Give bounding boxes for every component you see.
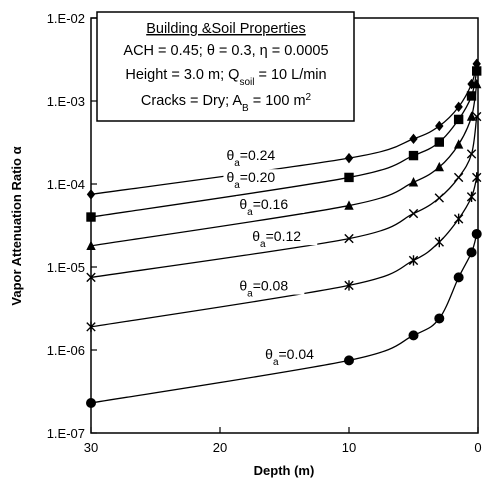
y-axis-label: Vapor Attenuation Ratio α xyxy=(9,146,24,305)
data-point xyxy=(466,247,477,258)
data-point xyxy=(86,212,96,222)
series-theta-0.08 xyxy=(86,172,482,333)
data-point xyxy=(86,397,96,408)
data-point xyxy=(408,177,419,187)
curve-label-bg xyxy=(236,277,305,295)
data-point xyxy=(344,355,354,366)
y-tick-label: 1.E-05 xyxy=(47,260,85,275)
data-point xyxy=(434,236,444,248)
series-theta-0.04 xyxy=(86,228,482,408)
data-point xyxy=(344,152,354,164)
curve-label-bg xyxy=(223,169,292,187)
data-point xyxy=(471,228,482,239)
data-point xyxy=(344,172,354,183)
data-point xyxy=(408,150,419,161)
chart-axes: 1.E-07 1.E-06 1.E-05 1.E-04 1.E-03 1.E-02 30 20… xyxy=(47,11,482,455)
data-point xyxy=(409,133,418,145)
curve-label-bg xyxy=(223,146,292,164)
x-axis-label: Depth (m) xyxy=(254,463,315,478)
x-tick-label: 30 xyxy=(84,440,98,455)
curve-label-bg xyxy=(236,195,305,213)
y-tick-label: 1.E-07 xyxy=(47,426,85,441)
data-point xyxy=(86,272,96,283)
data-point xyxy=(453,213,464,225)
curve-label: θa=0.20 xyxy=(226,169,275,191)
series-theta-0.12 xyxy=(86,111,482,283)
data-point xyxy=(453,272,464,283)
data-point xyxy=(434,137,444,147)
data-point xyxy=(472,172,482,183)
data-point xyxy=(344,280,354,291)
legend-line-3: Cracks = Dry; AB = 100 m2 xyxy=(141,92,312,114)
curve-label: θa=0.08 xyxy=(239,278,288,300)
data-point xyxy=(86,189,96,200)
x-tick-label: 10 xyxy=(342,440,356,455)
series-theta-0.20 xyxy=(86,66,482,222)
data-point xyxy=(434,313,445,324)
curve-label: θa=0.24 xyxy=(226,147,275,169)
curve-label-bg xyxy=(249,228,318,246)
data-point xyxy=(466,91,477,101)
curve-label: θa=0.16 xyxy=(239,196,288,218)
data-point xyxy=(453,139,464,149)
legend-box: Building &Soil Properties ACH = 0.45; θ … xyxy=(96,11,355,122)
data-point xyxy=(454,101,463,113)
data-point xyxy=(472,111,482,122)
data-point xyxy=(453,172,464,183)
y-tick-label: 1.E-02 xyxy=(47,11,85,26)
series-line xyxy=(90,116,478,279)
data-point xyxy=(408,330,419,341)
y-tick-label: 1.E-03 xyxy=(47,94,85,109)
data-point xyxy=(408,255,419,266)
y-tick-label: 1.E-04 xyxy=(47,177,85,192)
curve-label: θa=0.04 xyxy=(265,346,314,368)
data-point xyxy=(434,161,444,172)
series-theta-0.16 xyxy=(86,78,482,251)
y-tick-label: 1.E-06 xyxy=(47,343,85,358)
data-point xyxy=(472,78,482,89)
x-tick-label: 20 xyxy=(213,440,227,455)
legend-line-2: Height = 3.0 m; Qsoil = 10 L/min xyxy=(125,67,326,88)
data-point xyxy=(408,208,419,219)
x-tick-label: 0 xyxy=(474,440,481,455)
data-point xyxy=(344,200,354,210)
curve-label-bg xyxy=(262,345,331,363)
data-point xyxy=(472,66,482,76)
data-point xyxy=(466,149,477,159)
legend-line-1: ACH = 0.45; θ = 0.3, η = 0.0005 xyxy=(123,43,328,59)
data-point xyxy=(344,233,354,244)
data-point xyxy=(466,191,477,203)
data-point xyxy=(435,120,444,132)
data-point xyxy=(86,240,96,251)
data-point xyxy=(86,321,96,333)
legend-frame xyxy=(96,11,355,122)
legend-title: Building &Soil Properties xyxy=(146,21,306,37)
curve-label: θa=0.12 xyxy=(252,228,301,250)
data-point xyxy=(434,193,444,203)
data-point xyxy=(453,114,464,125)
